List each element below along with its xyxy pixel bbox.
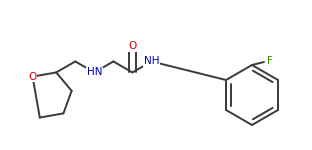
Text: O: O [128, 41, 137, 51]
Text: O: O [28, 72, 37, 82]
Text: NH: NH [144, 56, 159, 66]
Text: HN: HN [86, 68, 102, 77]
Text: F: F [267, 56, 273, 66]
